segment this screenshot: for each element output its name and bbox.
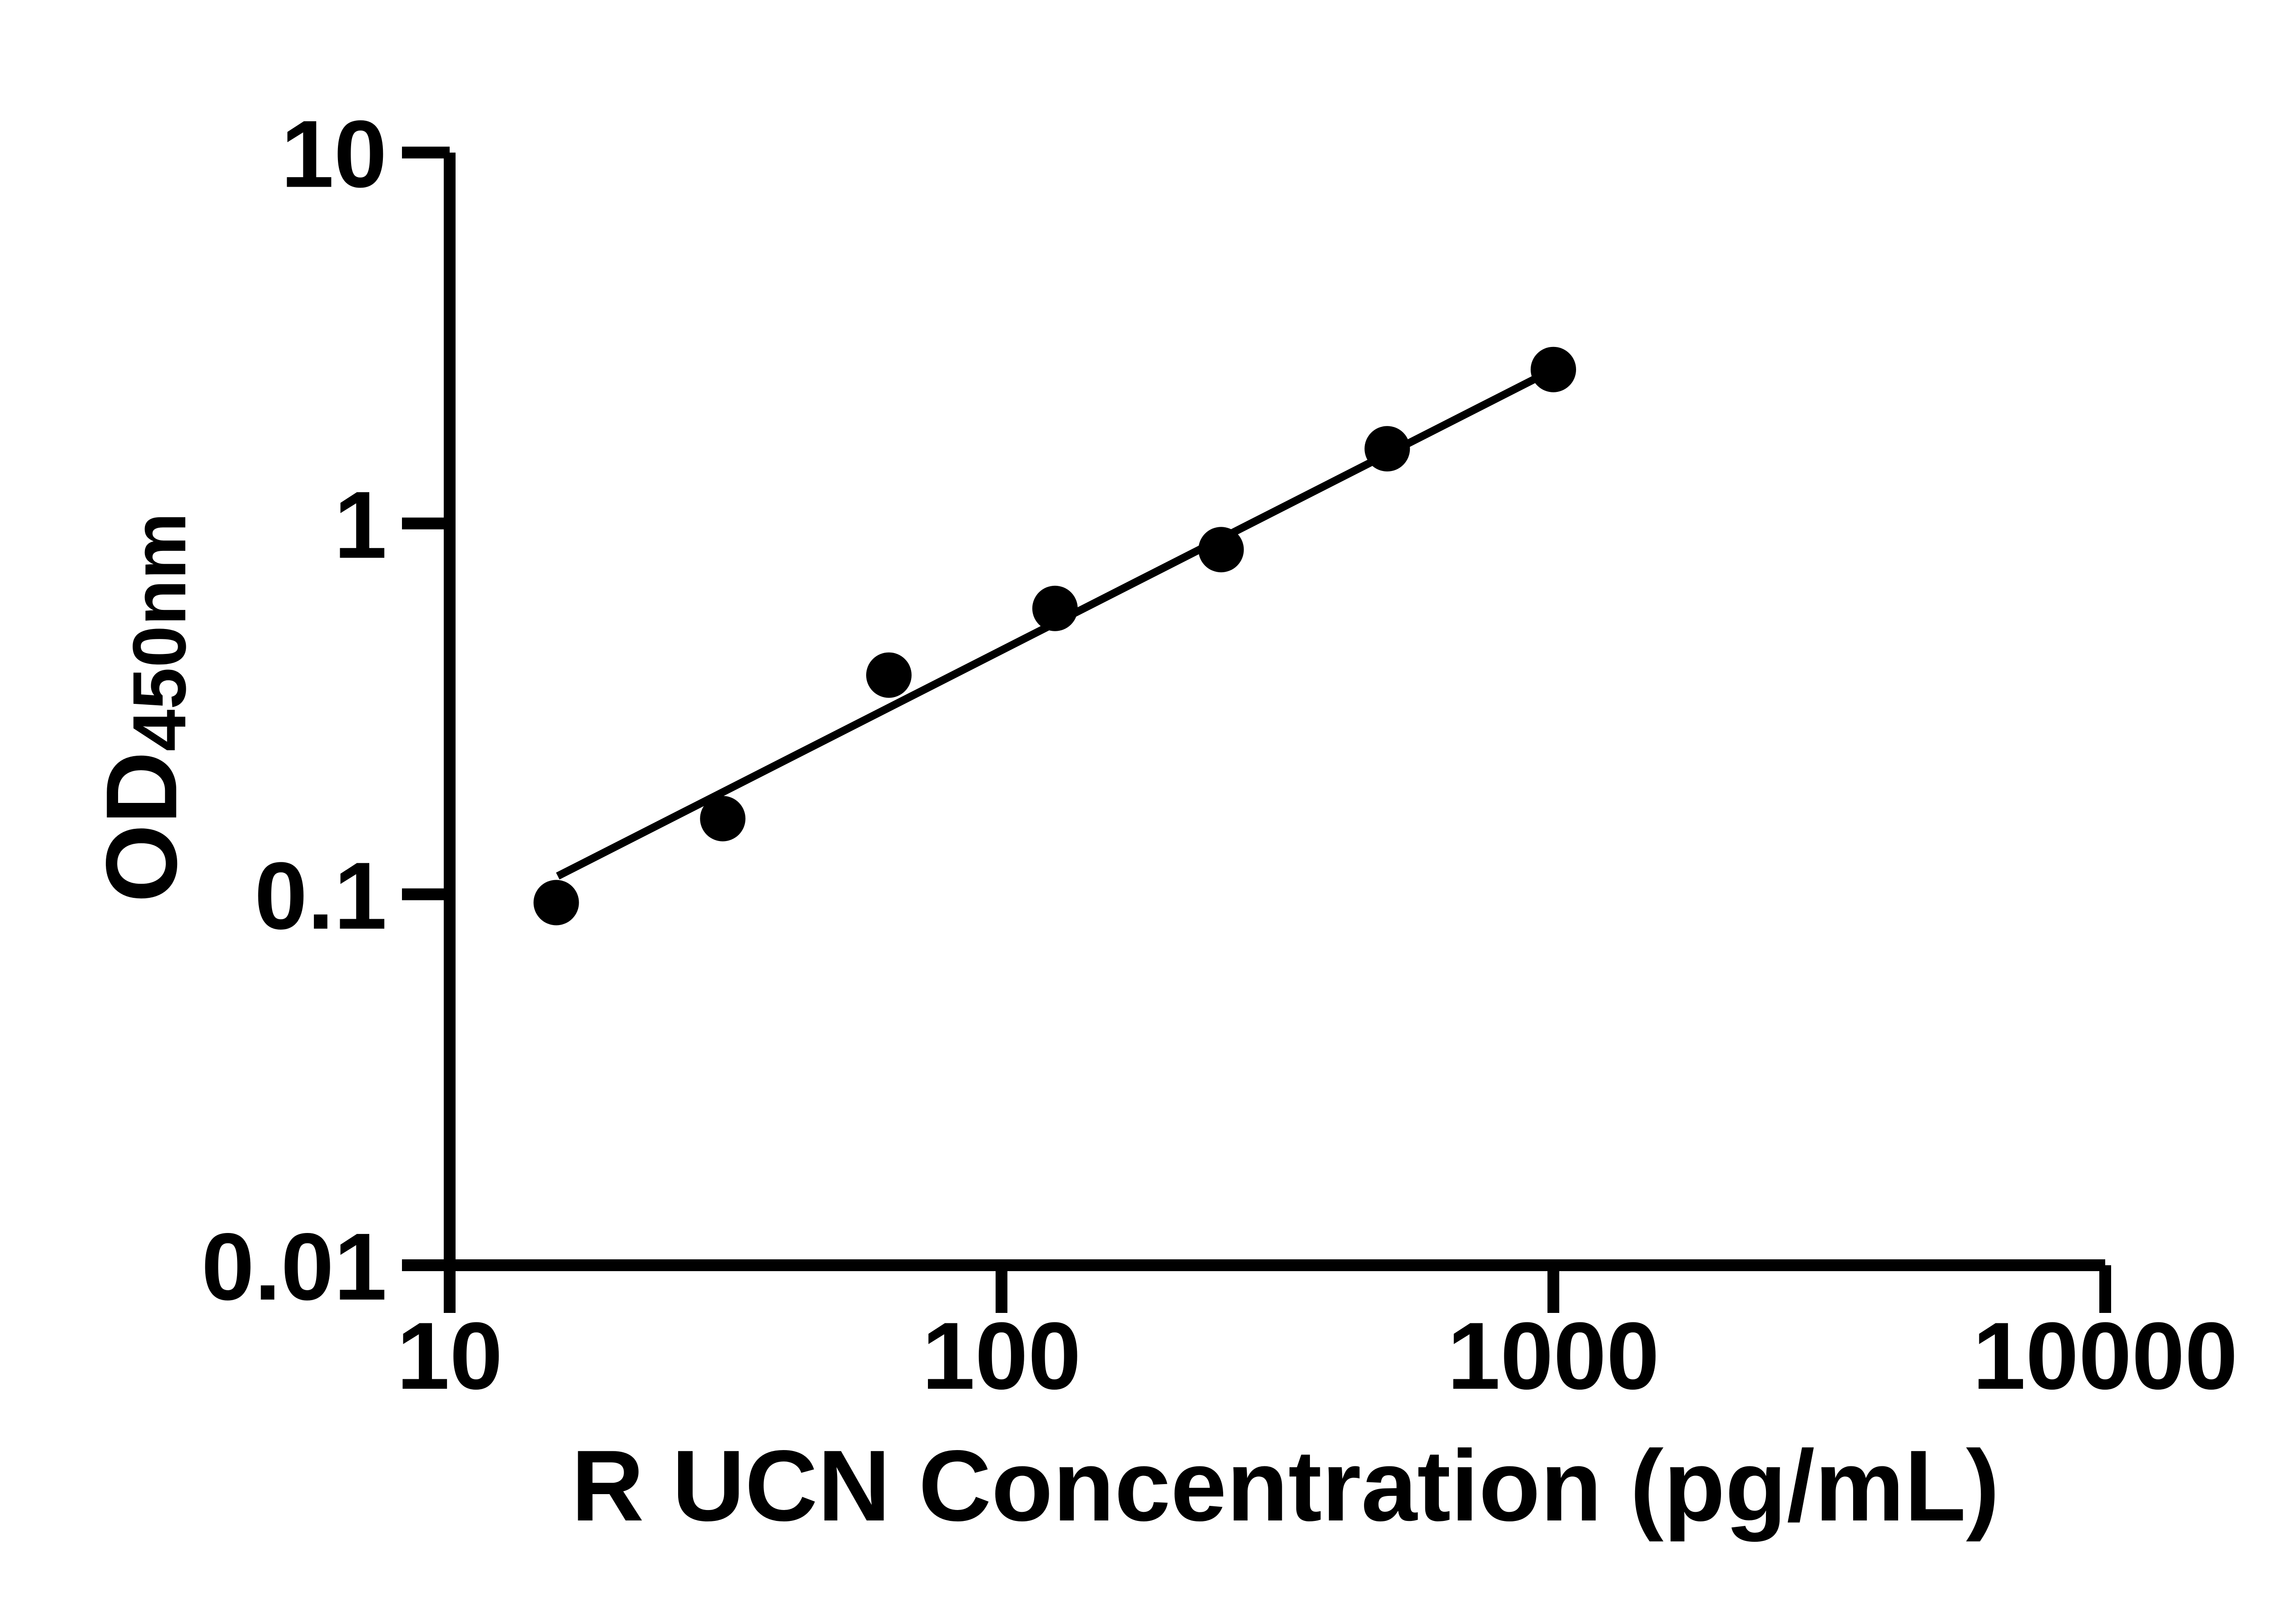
- data-point: [866, 652, 912, 698]
- data-point: [1032, 585, 1078, 631]
- axis-spine: [444, 153, 2105, 1271]
- y-tick-label: 10: [281, 101, 387, 208]
- plot-series: [533, 347, 1576, 926]
- data-point: [1364, 426, 1410, 472]
- data-point: [1198, 527, 1244, 573]
- y-axis-title-main: OD: [85, 751, 198, 902]
- data-point: [1531, 347, 1576, 392]
- x-tick-label: 10000: [1973, 1302, 2238, 1409]
- y-tick-label: 1: [334, 471, 387, 578]
- y-axis-title-subscript: 450nm: [118, 513, 202, 752]
- x-tick-label: 10: [397, 1302, 503, 1409]
- x-tick-label: 100: [922, 1302, 1081, 1409]
- x-axis-title: R UCN Concentration (pg/mL): [571, 1430, 2000, 1542]
- x-tick-label: 1000: [1447, 1302, 1659, 1409]
- data-point: [700, 796, 746, 842]
- y-tick-label: 0.1: [254, 842, 387, 949]
- axes: [444, 153, 2105, 1271]
- data-point: [533, 880, 579, 926]
- tick-marks: [402, 146, 2111, 1313]
- y-tick-label: 0.01: [201, 1213, 387, 1320]
- y-axis-title: OD450nm: [85, 513, 202, 903]
